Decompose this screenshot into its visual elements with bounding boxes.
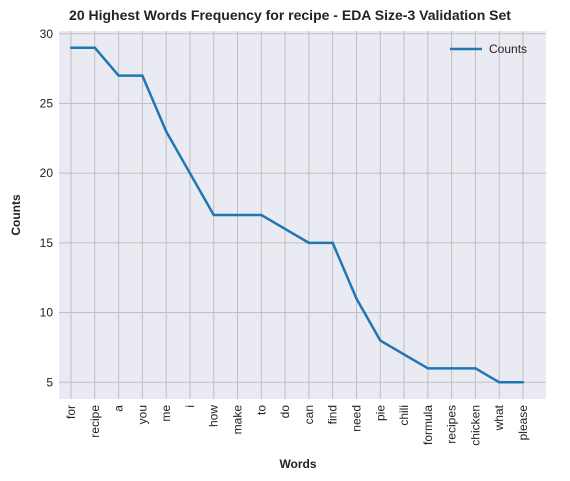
data-point [236, 213, 239, 217]
x-tick-label: i [183, 405, 197, 408]
x-tick-label: to [254, 405, 268, 415]
x-tick-label: recipes [445, 405, 459, 444]
data-point [450, 367, 453, 370]
x-tick-label: pie [373, 405, 387, 421]
y-tick-label: 5 [46, 375, 53, 389]
x-tick-label: a [112, 405, 126, 412]
x-tick-label: need [349, 405, 363, 432]
y-tick-label: 30 [40, 27, 54, 41]
data-point [93, 46, 96, 49]
data-point [498, 381, 501, 384]
data-point [117, 74, 120, 77]
x-tick-label: what [492, 404, 506, 431]
x-tick-label: chicken [468, 405, 482, 446]
data-point [426, 367, 430, 370]
x-tick-label: make [231, 405, 245, 435]
x-tick-label: for [64, 405, 78, 419]
x-axis-label: Words [279, 457, 316, 471]
x-tick-label: recipe [88, 405, 102, 438]
series [69, 46, 525, 384]
y-tick-label: 15 [40, 236, 54, 250]
data-point [188, 171, 192, 175]
y-axis-label: Counts [9, 194, 23, 236]
data-point [141, 74, 144, 77]
x-tick-label: how [207, 405, 221, 427]
data-point [307, 241, 311, 245]
data-point [474, 367, 477, 370]
data-point [521, 381, 525, 384]
data-point [355, 297, 358, 300]
legend: Counts [450, 42, 527, 56]
x-ticks: for recipe a you me i how make to do can find need pi… [64, 404, 530, 445]
y-ticks: 5 10 15 20 25 30 [40, 27, 54, 389]
x-tick-label: chili [397, 405, 411, 426]
data-point [260, 213, 263, 217]
series-line [71, 46, 523, 384]
data-point [69, 46, 73, 49]
data-point [331, 241, 334, 245]
x-tick-label: find [326, 405, 340, 424]
x-tick-label: can [302, 405, 316, 424]
x-tick-label: please [516, 405, 530, 441]
data-point [164, 130, 168, 133]
data-point [283, 227, 287, 231]
data-point [402, 353, 406, 356]
x-tick-label: formula [421, 405, 435, 445]
x-tick-label: do [278, 405, 292, 419]
y-tick-label: 10 [40, 306, 54, 320]
data-point [212, 213, 215, 217]
chart-title: 20 Highest Words Frequency for recipe - … [69, 7, 511, 23]
x-tick-label: you [135, 405, 149, 424]
legend-label: Counts [489, 42, 527, 56]
plot-area [59, 31, 546, 399]
x-tick-label: me [159, 405, 173, 422]
y-tick-label: 25 [40, 96, 54, 110]
y-tick-label: 20 [40, 166, 54, 180]
data-point [379, 339, 382, 342]
